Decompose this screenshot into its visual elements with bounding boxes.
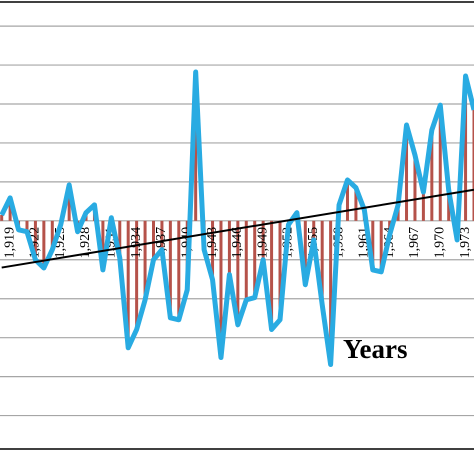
bar bbox=[67, 185, 71, 221]
bar bbox=[135, 220, 139, 330]
x-tick-label: 1,943 bbox=[205, 227, 220, 259]
bar bbox=[464, 75, 468, 221]
x-tick-label: 1,934 bbox=[129, 227, 144, 259]
bars bbox=[0, 72, 474, 365]
bar bbox=[152, 220, 156, 260]
bar bbox=[354, 187, 358, 221]
bar bbox=[160, 220, 164, 250]
bar bbox=[236, 220, 240, 325]
bar bbox=[101, 220, 105, 270]
x-axis-label: Years bbox=[343, 334, 407, 364]
bar bbox=[329, 220, 333, 365]
bar bbox=[118, 220, 122, 258]
bar bbox=[143, 220, 147, 300]
x-tick-label: 1,970 bbox=[432, 227, 447, 259]
bar bbox=[219, 220, 223, 358]
x-tick-label: 1,973 bbox=[458, 227, 473, 259]
bar bbox=[253, 220, 257, 298]
bar bbox=[177, 220, 181, 320]
bar bbox=[278, 220, 282, 320]
bar bbox=[168, 220, 172, 318]
bar bbox=[0, 214, 4, 221]
bar bbox=[413, 155, 417, 221]
bar bbox=[345, 179, 349, 221]
x-tick-label: 1,946 bbox=[230, 227, 245, 259]
bar bbox=[405, 125, 409, 221]
bar bbox=[472, 109, 474, 221]
bar bbox=[447, 190, 451, 221]
bar bbox=[194, 72, 198, 221]
bar bbox=[227, 220, 231, 275]
trend-line bbox=[1, 188, 474, 269]
bar bbox=[8, 197, 12, 221]
bar bbox=[211, 220, 215, 280]
x-tick-label: 1,937 bbox=[154, 227, 169, 259]
bar bbox=[42, 220, 46, 268]
bar bbox=[312, 220, 316, 240]
bar bbox=[303, 220, 307, 285]
bar bbox=[50, 220, 54, 250]
bar bbox=[379, 220, 383, 272]
bar bbox=[126, 220, 130, 348]
bar bbox=[25, 220, 29, 232]
x-tick-label: 1,967 bbox=[407, 227, 422, 259]
bar bbox=[430, 130, 434, 221]
bar bbox=[320, 220, 324, 305]
data-line bbox=[0, 69, 474, 368]
bar bbox=[438, 105, 442, 221]
x-tick-label: 1,919 bbox=[2, 227, 17, 259]
bar bbox=[244, 220, 248, 300]
lines bbox=[0, 69, 474, 368]
bar bbox=[261, 220, 265, 260]
bar bbox=[33, 220, 37, 260]
bar bbox=[371, 220, 375, 270]
x-tick-label: 1,949 bbox=[255, 227, 270, 259]
x-tick-label: 1,928 bbox=[78, 227, 93, 259]
bar bbox=[421, 192, 425, 221]
bar bbox=[270, 220, 274, 330]
